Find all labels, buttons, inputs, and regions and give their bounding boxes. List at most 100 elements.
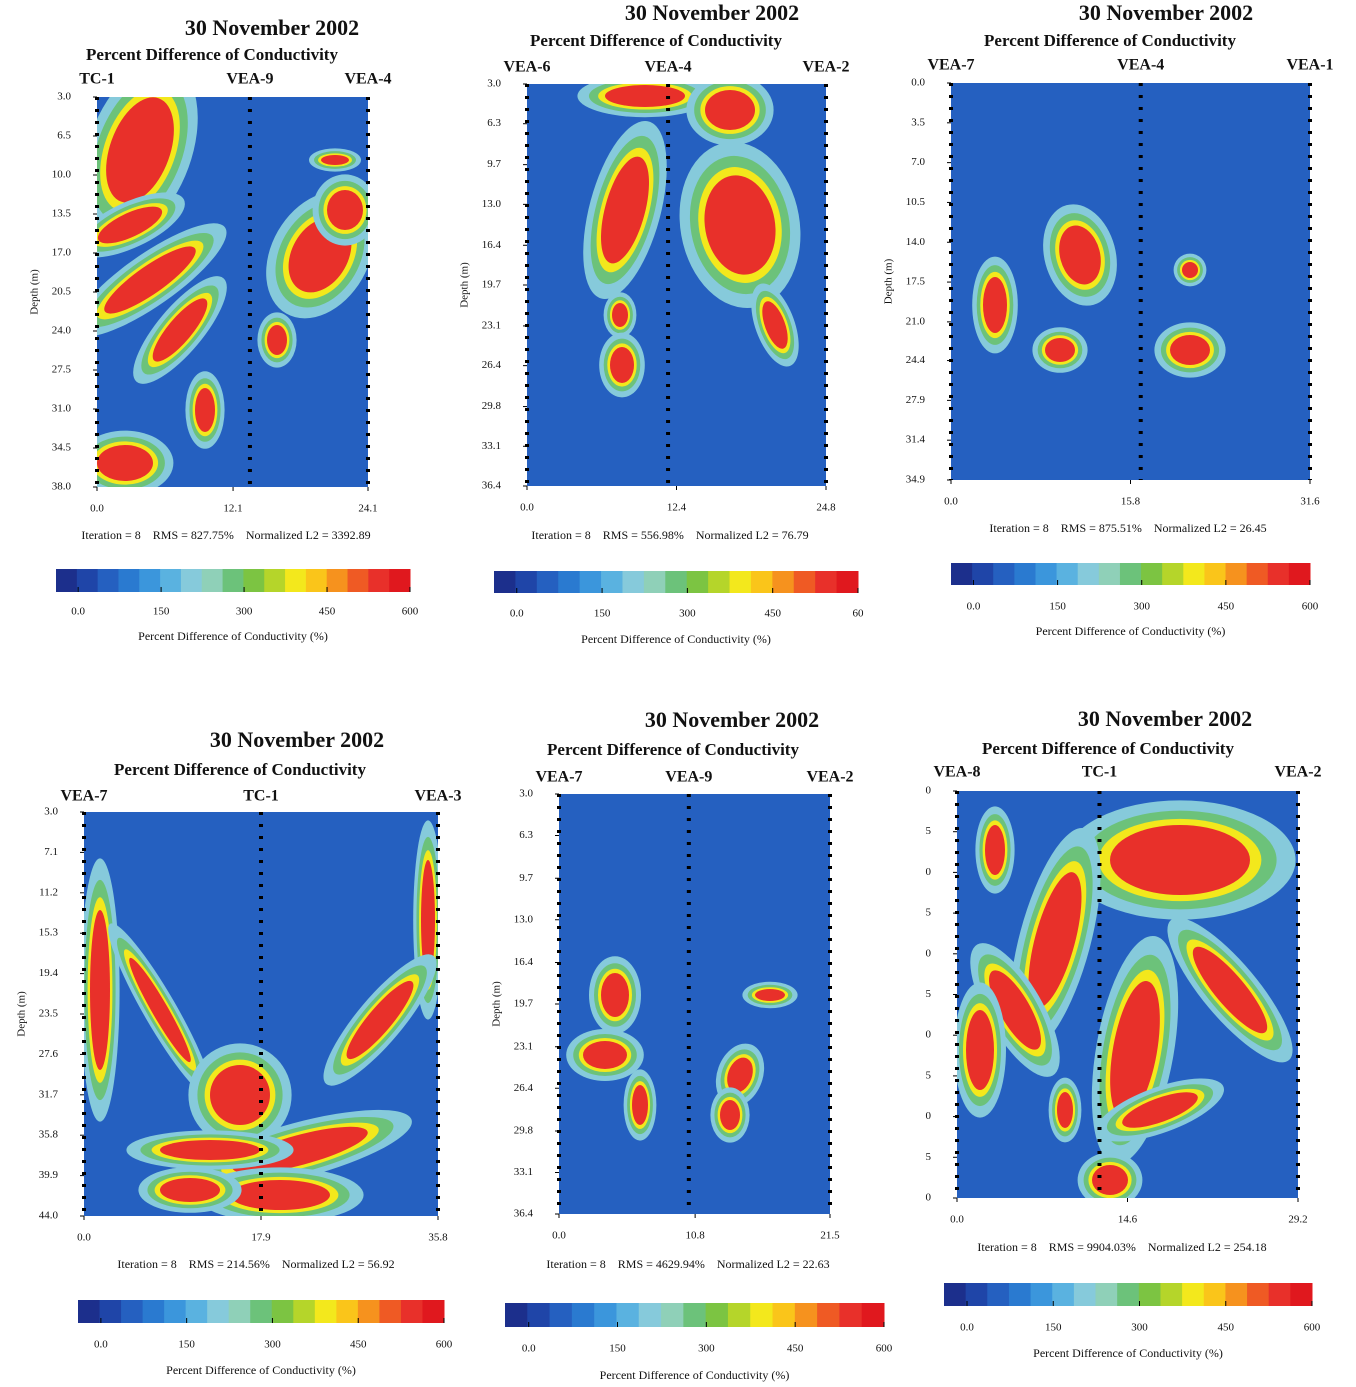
y-tick-label: 0.0 (911, 77, 925, 89)
anomalies (84, 820, 438, 1216)
x-tick-label: 0.0 (520, 502, 534, 514)
colorbar-step (622, 571, 645, 593)
y-tick-label: 35.8 (39, 1129, 59, 1141)
colorbar-tick-label: 0.0 (960, 1322, 974, 1334)
anomaly (1045, 338, 1075, 362)
chart-subtitle: Percent Difference of Conductivity (982, 739, 1234, 758)
y-tick-label: 9.7 (487, 158, 501, 170)
well-label: TC-1 (243, 788, 279, 805)
colorbar-step (987, 1283, 1010, 1306)
y-tick-label: 7.1 (44, 846, 58, 858)
y-tick-label: 13.0 (514, 913, 534, 925)
y-tick-label: 31.7 (39, 1088, 59, 1100)
colorbar-tick-label: 0.0 (967, 601, 981, 613)
y-tick-label: 0 (926, 947, 932, 959)
y-tick-label: 14.0 (906, 236, 926, 248)
colorbar-tick-label: 300 (679, 608, 696, 620)
colorbar-step (815, 571, 838, 593)
colorbar-step (185, 1300, 208, 1323)
well-label: VEA-4 (645, 59, 692, 76)
colorbar-step (972, 563, 994, 585)
y-tick-label: 3.0 (44, 806, 58, 818)
x-tick-label: 12.4 (667, 502, 687, 514)
anomaly (230, 1180, 330, 1210)
colorbar-step (264, 569, 286, 592)
anomaly (983, 277, 1007, 333)
anomaly (720, 1100, 740, 1130)
colorbar-step (400, 1300, 423, 1323)
x-tick-label: 0.0 (77, 1232, 91, 1244)
colorbar-step (56, 569, 78, 592)
colorbar-tick-label: 150 (609, 1343, 626, 1355)
colorbar-step (794, 1303, 818, 1327)
x-tick-label: 0.0 (950, 1214, 964, 1226)
colorbar-step (293, 1300, 316, 1323)
anomaly (160, 1178, 220, 1202)
colorbar-step (180, 569, 203, 592)
y-tick-label: 6.5 (57, 130, 71, 142)
stats: Iteration = 8 RMS = 875.51% Normalized L… (989, 521, 1266, 535)
colorbar-tick-label: 150 (153, 606, 170, 618)
y-tick-label: 36.4 (482, 480, 502, 492)
chart-title: 30 November 2002 (645, 707, 819, 732)
anomaly (327, 190, 363, 230)
colorbar-step (536, 571, 559, 593)
y-axis-label: Depth (m) (883, 258, 895, 304)
colorbar-step (314, 1300, 337, 1323)
y-tick-label: 9.7 (519, 872, 533, 884)
colorbar-step (1160, 1283, 1183, 1306)
y-tick-label: 39.9 (39, 1169, 59, 1181)
colorbar-step (661, 1303, 684, 1327)
y-tick-label: 27.9 (906, 394, 926, 406)
anomaly (610, 347, 634, 383)
colorbar-tick-label: 450 (787, 1343, 804, 1355)
colorbar-step (389, 569, 411, 592)
colorbar-tick-label: 600 (436, 1339, 453, 1351)
colorbar-step (1247, 1283, 1270, 1306)
anomaly (1110, 825, 1250, 895)
colorbar-step (616, 1303, 640, 1327)
panel: 30 November 2002 Percent Difference of Co… (16, 727, 462, 1377)
anomalies (577, 84, 801, 398)
y-tick-label: 10.5 (906, 196, 926, 208)
colorbar-label: Percent Difference of Conductivity (%) (581, 632, 771, 646)
anomaly (346, 980, 414, 1060)
colorbar-step (228, 1300, 251, 1323)
anomalies (97, 97, 368, 487)
y-tick-label: 16.4 (482, 239, 502, 251)
colorbar-step (357, 1300, 380, 1323)
anomaly (704, 175, 776, 275)
stats: Iteration = 8 RMS = 556.98% Normalized L… (531, 528, 808, 542)
y-tick-label: 6.3 (487, 117, 501, 129)
y-tick-label: 23.1 (514, 1040, 533, 1052)
colorbar-step (951, 563, 973, 585)
y-tick-label: 19.7 (514, 998, 534, 1010)
anomaly (90, 910, 110, 1070)
colorbar-tick-label: 150 (178, 1339, 195, 1351)
y-axis-label: Depth (m) (491, 981, 503, 1027)
colorbar-tick-label: 450 (1218, 1322, 1235, 1334)
anomalies (972, 204, 1226, 378)
anomaly (1192, 946, 1268, 1034)
colorbar-step (78, 1300, 101, 1323)
x-tick-label: 17.9 (251, 1232, 271, 1244)
colorbar-tick-label: 150 (1049, 601, 1066, 613)
colorbar-step (379, 1300, 402, 1323)
colorbar-tick-label: 600 (1302, 601, 1319, 613)
panel: 30 November 2002 Percent Difference of Co… (491, 707, 893, 1382)
stats: Iteration = 8 RMS = 4629.94% Normalized … (546, 1257, 829, 1271)
colorbar-step (1203, 1283, 1226, 1306)
well-label: VEA-2 (1274, 764, 1321, 781)
chart-title: 30 November 2002 (210, 727, 384, 752)
y-tick-label: 34.9 (906, 474, 926, 486)
panel: 30 November 2002 Percent Difference of Co… (926, 706, 1322, 1360)
colorbar-tick-label: 300 (698, 1343, 715, 1355)
anomaly (612, 303, 628, 327)
colorbar-step (772, 1303, 796, 1327)
y-tick-label: 17.5 (906, 276, 926, 288)
y-axis-label: Depth (m) (459, 262, 471, 308)
y-tick-label: 5 (926, 1069, 932, 1081)
colorbar-step (250, 1300, 273, 1323)
y-tick-label: 31.4 (906, 434, 926, 446)
